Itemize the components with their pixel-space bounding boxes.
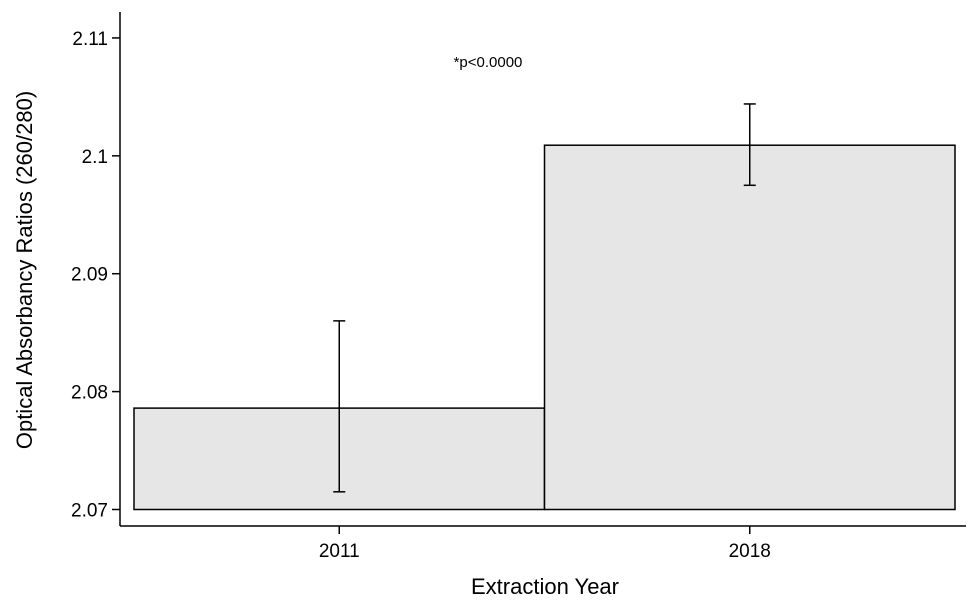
- x-axis-title: Extraction Year: [471, 574, 619, 598]
- y-axis-ticks: 2.07 2.08 2.09 2.1 2.11: [71, 29, 120, 521]
- x-tick-label-2018: 2018: [729, 541, 771, 562]
- y-tick-label-2.11: 2.11: [72, 29, 108, 50]
- bars-layer: [133, 144, 956, 511]
- y-tick-label-2.08: 2.08: [71, 383, 108, 404]
- y-tick-label-2.07: 2.07: [71, 500, 108, 521]
- x-axis-ticks: 2011 2018: [319, 526, 771, 562]
- bar-2018: [543, 144, 956, 511]
- y-tick-label-2.09: 2.09: [71, 265, 108, 286]
- significance-annotation: *p<0.0000: [454, 54, 523, 71]
- y-tick-label-2.1: 2.1: [82, 147, 108, 168]
- x-tick-label-2011: 2011: [319, 541, 360, 562]
- y-axis-title: Optical Absorbancy Ratios (260/280): [12, 91, 37, 449]
- errorbars-layer: [333, 103, 756, 493]
- plot-frame-layer: [119, 12, 966, 527]
